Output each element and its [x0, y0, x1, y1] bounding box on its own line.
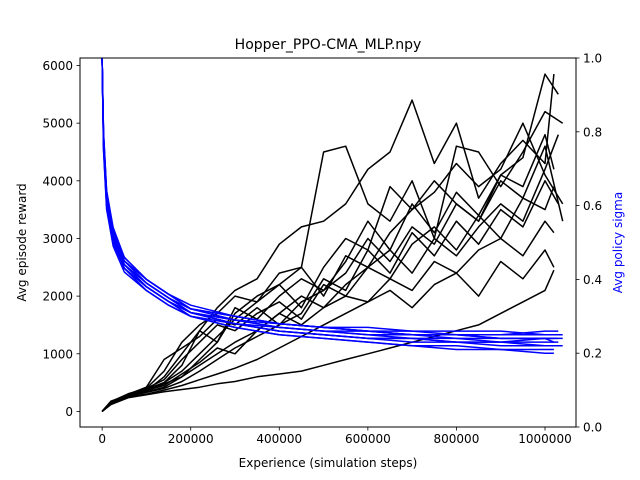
- sigma-series-group: [101, 57, 563, 354]
- x-axis-ticks: 0 200000 400000 600000 800000 1000000: [98, 427, 572, 446]
- reward-line-6: [101, 220, 555, 412]
- reward-line-12: [101, 134, 560, 412]
- y-tick-label: 5000: [42, 117, 73, 131]
- y-axis-right-ticks: 0.0 0.2 0.4 0.6 0.8 1.0: [576, 52, 602, 435]
- y-tick-label: 3000: [42, 232, 73, 246]
- sigma-line-6: [101, 57, 555, 343]
- y-right-tick-label: 0.0: [583, 421, 602, 435]
- y-axis-right-label: Avg policy sigma: [611, 192, 625, 293]
- y-tick-label: 0: [65, 405, 73, 419]
- x-axis-label: Experience (simulation steps): [239, 456, 418, 470]
- reward-line-10: [101, 122, 564, 412]
- x-tick-label: 800000: [434, 432, 480, 446]
- sigma-line-9: [101, 57, 554, 351]
- reward-line-2: [101, 110, 564, 412]
- y-tick-label: 2000: [42, 290, 73, 304]
- sigma-line-11: [101, 57, 554, 347]
- y-tick-label: 6000: [42, 59, 73, 73]
- reward-line-5: [101, 180, 559, 412]
- y-right-tick-label: 0.2: [583, 347, 602, 361]
- x-tick-label: 1000000: [518, 432, 571, 446]
- y-right-tick-label: 0.6: [583, 199, 602, 213]
- plot-frame: [79, 57, 577, 428]
- reward-line-9: [101, 133, 555, 412]
- chart-title: Hopper_PPO-CMA_MLP.npy: [235, 37, 422, 53]
- y-right-tick-label: 0.8: [583, 125, 602, 139]
- reward-series-group: [101, 73, 564, 412]
- x-tick-label: 0: [98, 432, 106, 446]
- x-tick-label: 400000: [256, 432, 302, 446]
- reward-line-8: [101, 269, 555, 412]
- y-right-tick-label: 0.4: [583, 273, 602, 287]
- y-tick-label: 1000: [42, 347, 73, 361]
- x-tick-label: 200000: [168, 432, 214, 446]
- y-right-tick-label: 1.0: [583, 52, 602, 66]
- sigma-line-7: [101, 57, 563, 336]
- y-tick-label: 4000: [42, 174, 73, 188]
- x-tick-label: 600000: [345, 432, 391, 446]
- y-axis-label: Avg episode reward: [15, 183, 29, 301]
- sigma-line-12: [101, 57, 559, 340]
- y-axis-ticks: 0 1000 2000 3000 4000 5000 6000: [42, 59, 80, 419]
